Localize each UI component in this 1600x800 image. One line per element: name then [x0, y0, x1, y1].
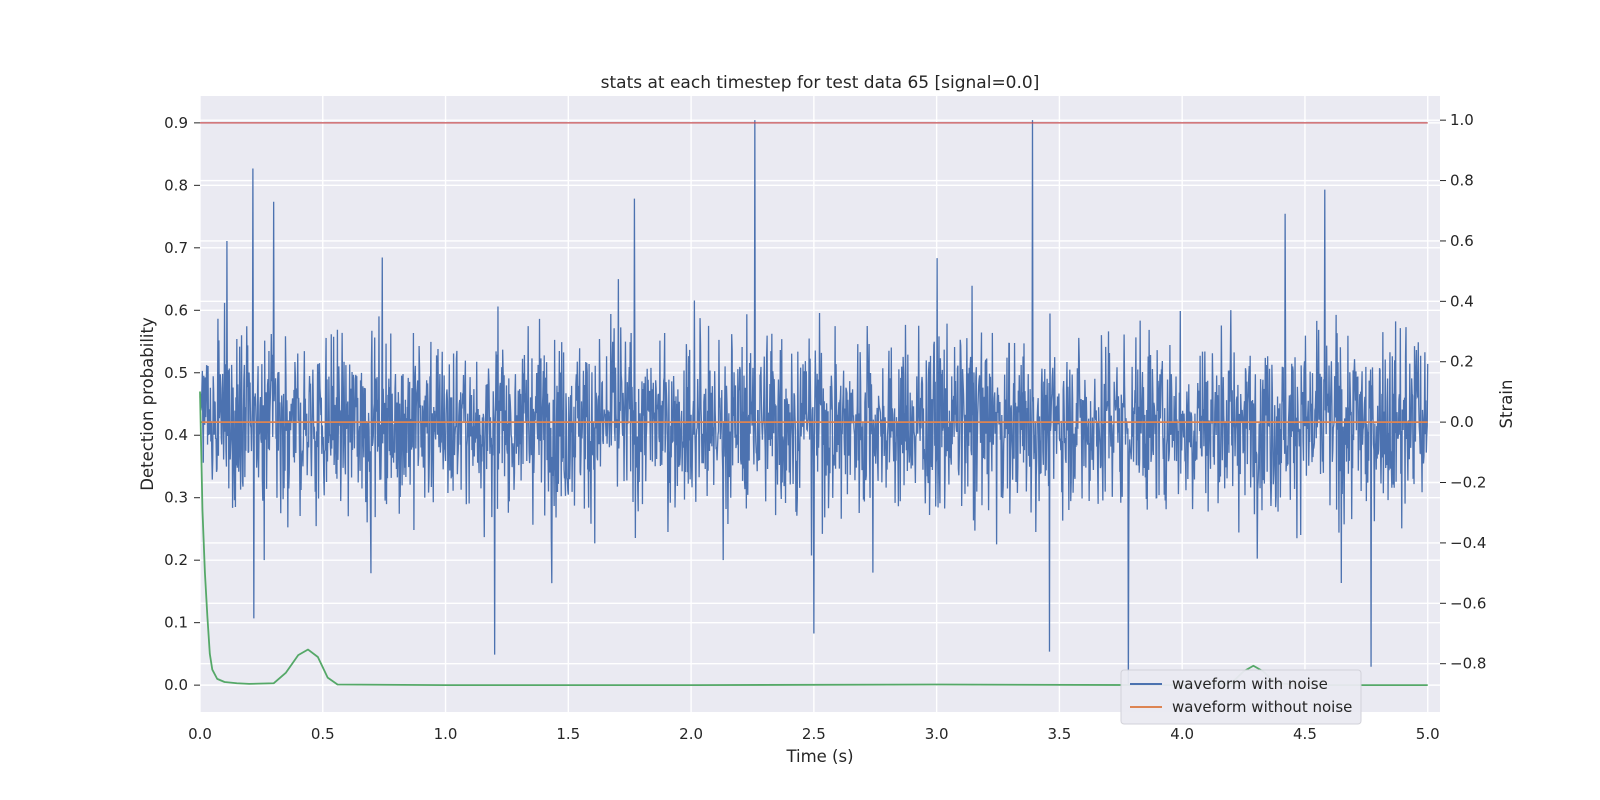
x-tick-label: 4.5 — [1293, 725, 1317, 743]
x-tick-label: 1.0 — [434, 725, 458, 743]
chart-title: stats at each timestep for test data 65 … — [601, 73, 1040, 93]
y-right-tick-label: 1.0 — [1450, 111, 1474, 129]
series-waveform-with-noise — [199, 120, 1429, 685]
x-tick-label: 3.0 — [925, 725, 949, 743]
x-tick-label: 2.0 — [679, 725, 703, 743]
x-tick-label: 4.0 — [1170, 725, 1194, 743]
y-left-axis-label: Detection probability — [138, 317, 157, 491]
y-left-tick-label: 0.4 — [164, 426, 188, 444]
y-right-axis-label: Strain — [1497, 380, 1516, 429]
x-tick-label: 0.0 — [188, 725, 212, 743]
x-tick-label: 3.5 — [1047, 725, 1071, 743]
y-left-tick-label: 0.0 — [164, 676, 188, 694]
y-left-tick-label: 0.5 — [164, 364, 188, 382]
series-detection-probability — [199, 391, 1428, 687]
y-left-tick-label: 0.9 — [164, 114, 188, 132]
legend: waveform with noise waveform without noi… — [1120, 669, 1362, 725]
y-right-tick-label: −0.4 — [1450, 534, 1486, 552]
y-right-tick-label: 0.8 — [1450, 172, 1474, 190]
y-right-tick-label: 0.6 — [1450, 232, 1474, 250]
y-left-axis-ticks: 0.0 0.1 0.2 0.3 0.4 0.5 0.6 0.7 0.8 0.9 — [164, 114, 200, 694]
y-right-tick-label: 0.0 — [1450, 413, 1474, 431]
x-axis-label: Time (s) — [785, 747, 853, 766]
y-right-tick-label: 0.4 — [1450, 292, 1474, 310]
x-tick-label: 1.5 — [556, 725, 580, 743]
y-right-axis-ticks: 1.0 0.8 0.6 0.4 0.2 0.0 −0.2 −0.4 −0.6 −0.8 — [1440, 111, 1486, 673]
y-right-tick-label: −0.6 — [1450, 594, 1486, 612]
y-left-tick-label: 0.1 — [164, 614, 188, 632]
legend-label-clean: waveform without noise — [1172, 698, 1352, 716]
y-left-tick-label: 0.7 — [164, 239, 188, 257]
y-left-tick-label: 0.8 — [164, 176, 188, 194]
x-tick-label: 2.5 — [802, 725, 826, 743]
x-tick-label: 0.5 — [311, 725, 335, 743]
x-tick-label: 5.0 — [1416, 725, 1440, 743]
series-layer — [199, 120, 1429, 687]
x-axis-ticks: 0.0 0.5 1.0 1.5 2.0 2.5 3.0 3.5 4.0 4.5 5.0 — [188, 725, 1440, 743]
y-left-tick-label: 0.3 — [164, 489, 188, 507]
y-right-tick-label: 0.2 — [1450, 353, 1474, 371]
y-right-tick-label: −0.8 — [1450, 655, 1486, 673]
y-right-tick-label: −0.2 — [1450, 474, 1486, 492]
y-left-tick-label: 0.2 — [164, 551, 188, 569]
y-left-tick-label: 0.6 — [164, 301, 188, 319]
legend-box — [1120, 669, 1362, 725]
legend-label-noise: waveform with noise — [1172, 675, 1328, 693]
